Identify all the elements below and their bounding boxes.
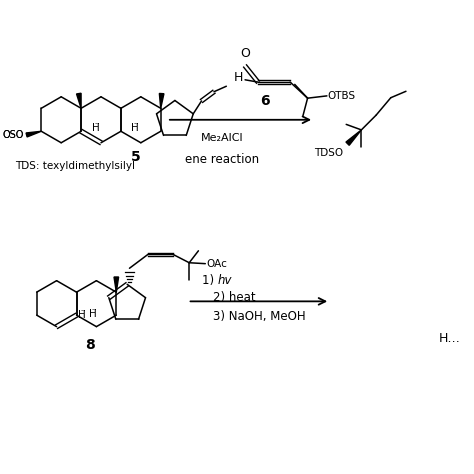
Text: 3) NaOH, MeOH: 3) NaOH, MeOH <box>213 310 306 323</box>
Text: ene reaction: ene reaction <box>185 153 259 166</box>
Text: OAc: OAc <box>206 259 227 269</box>
Text: Ḧ: Ḧ <box>131 123 139 133</box>
Text: OSO: OSO <box>2 130 24 140</box>
Text: 8: 8 <box>85 338 94 352</box>
Text: 5: 5 <box>131 150 141 164</box>
Text: hv: hv <box>218 274 232 287</box>
Text: OSO: OSO <box>2 130 24 140</box>
Text: Ḧ: Ḧ <box>78 310 86 320</box>
Polygon shape <box>114 277 118 292</box>
Text: TDS: texyldimethylsilyl: TDS: texyldimethylsilyl <box>15 161 135 171</box>
Text: O: O <box>240 47 250 61</box>
Text: TDSO: TDSO <box>314 148 343 158</box>
Text: Ḧ: Ḧ <box>91 123 100 133</box>
Text: OTBS: OTBS <box>328 91 356 101</box>
Polygon shape <box>346 130 361 146</box>
Text: H: H <box>234 71 243 84</box>
Text: Me₂AlCl: Me₂AlCl <box>201 133 243 143</box>
Text: 2) heat: 2) heat <box>213 291 255 304</box>
Text: Ḧ: Ḧ <box>89 309 97 319</box>
Text: 1): 1) <box>201 274 218 287</box>
Polygon shape <box>76 93 81 108</box>
Polygon shape <box>26 131 41 137</box>
Polygon shape <box>159 93 164 108</box>
Text: 6: 6 <box>260 94 270 109</box>
Text: H…: H… <box>439 332 461 345</box>
